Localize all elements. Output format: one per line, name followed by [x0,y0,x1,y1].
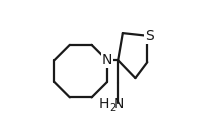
Text: 2: 2 [109,103,115,113]
Text: N: N [114,97,124,111]
Text: N: N [102,53,112,67]
Text: S: S [146,29,154,43]
Text: H: H [98,97,109,111]
